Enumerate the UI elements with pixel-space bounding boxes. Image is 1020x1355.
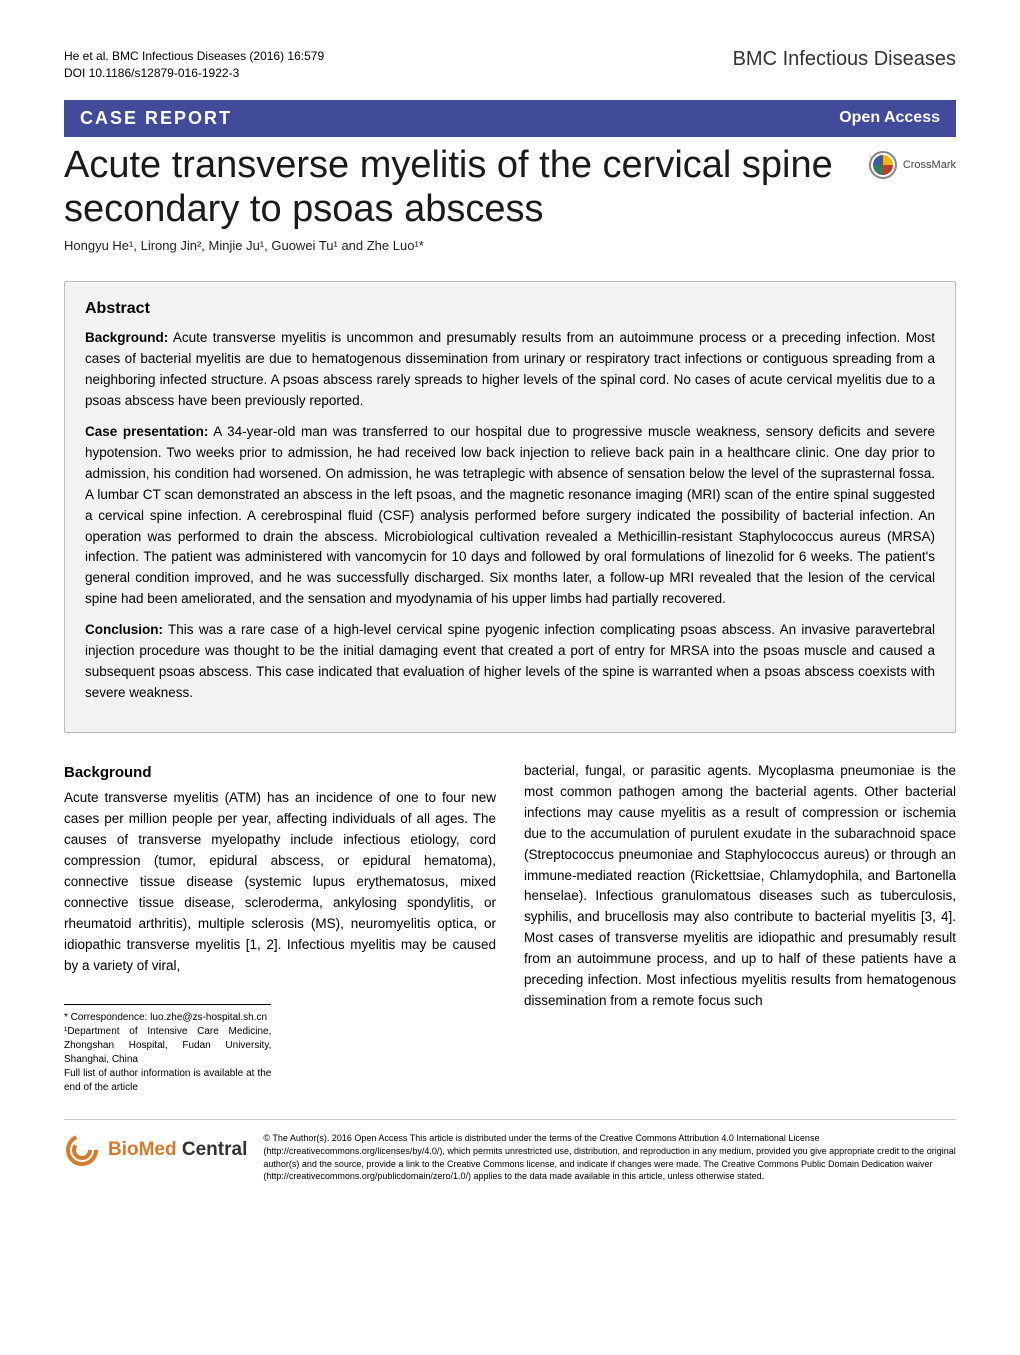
column-right-text: bacterial, fungal, or parasitic agents. … bbox=[524, 761, 956, 1012]
abstract-conclusion-label: Conclusion: bbox=[85, 622, 163, 637]
citation-line-2: DOI 10.1186/s12879-016-1922-3 bbox=[64, 65, 324, 82]
banner-article-type: CASE REPORT bbox=[80, 108, 232, 129]
header-left: He et al. BMC Infectious Diseases (2016)… bbox=[64, 48, 324, 82]
abstract-conclusion: Conclusion: This was a rare case of a hi… bbox=[85, 620, 935, 704]
article-title: Acute transverse myelitis of the cervica… bbox=[64, 143, 849, 233]
crossmark-icon bbox=[869, 151, 897, 179]
footnotes: * Correspondence: luo.zhe@zs-hospital.sh… bbox=[64, 1004, 271, 1095]
column-right: bacterial, fungal, or parasitic agents. … bbox=[524, 761, 956, 1096]
header-row: He et al. BMC Infectious Diseases (2016)… bbox=[64, 48, 956, 82]
crossmark-label: CrossMark bbox=[903, 159, 956, 171]
footer: BioMed Central © The Author(s). 2016 Ope… bbox=[64, 1119, 956, 1182]
biomed-swirl-icon bbox=[64, 1132, 100, 1168]
abstract-case-text: A 34-year-old man was transferred to our… bbox=[85, 424, 935, 606]
abstract-case-label: Case presentation: bbox=[85, 424, 208, 439]
title-row: Acute transverse myelitis of the cervica… bbox=[64, 143, 956, 233]
abstract-background: Background: Acute transverse myelitis is… bbox=[85, 328, 935, 412]
affiliation-line: ¹Department of Intensive Care Medicine, … bbox=[64, 1025, 271, 1067]
abstract-heading: Abstract bbox=[85, 300, 935, 318]
column-left: Background Acute transverse myelitis (AT… bbox=[64, 761, 496, 1096]
biomed-logo: BioMed Central bbox=[64, 1132, 247, 1168]
license-text: © The Author(s). 2016 Open Access This a… bbox=[263, 1132, 956, 1182]
abstract-background-label: Background: bbox=[85, 330, 168, 345]
abstract-case: Case presentation: A 34-year-old man was… bbox=[85, 422, 935, 610]
citation-text-1: He et al. BMC Infectious Diseases (2016)… bbox=[64, 49, 324, 63]
citation-text-2: DOI 10.1186/s12879-016-1922-3 bbox=[64, 66, 239, 80]
column-left-text: Acute transverse myelitis (ATM) has an i… bbox=[64, 788, 496, 976]
abstract-box: Abstract Background: Acute transverse my… bbox=[64, 281, 956, 733]
biomed-bio: BioMed bbox=[108, 1139, 177, 1160]
banner-open-access: Open Access bbox=[839, 109, 940, 127]
fulllist-line: Full list of author information is avail… bbox=[64, 1067, 271, 1095]
page: He et al. BMC Infectious Diseases (2016)… bbox=[0, 0, 1020, 1231]
correspondence-line: * Correspondence: luo.zhe@zs-hospital.sh… bbox=[64, 1011, 271, 1025]
journal-name: BMC Infectious Diseases bbox=[733, 48, 956, 71]
authors: Hongyu He¹, Lirong Jin², Minjie Ju¹, Guo… bbox=[64, 238, 956, 253]
crossmark-badge[interactable]: CrossMark bbox=[869, 151, 956, 179]
background-heading: Background bbox=[64, 761, 496, 784]
banner: CASE REPORT Open Access bbox=[64, 100, 956, 137]
biomed-central: Central bbox=[177, 1139, 248, 1160]
citation-line-1: He et al. BMC Infectious Diseases (2016)… bbox=[64, 48, 324, 65]
biomed-text: BioMed Central bbox=[108, 1139, 247, 1161]
abstract-background-text: Acute transverse myelitis is uncommon an… bbox=[85, 330, 935, 408]
abstract-conclusion-text: This was a rare case of a high-level cer… bbox=[85, 622, 935, 700]
body-columns: Background Acute transverse myelitis (AT… bbox=[64, 761, 956, 1096]
